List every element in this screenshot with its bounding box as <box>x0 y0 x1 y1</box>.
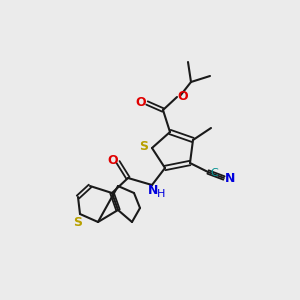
Text: H: H <box>157 189 165 199</box>
Text: N: N <box>148 184 158 197</box>
Text: C: C <box>210 168 218 178</box>
Text: O: O <box>108 154 118 166</box>
Text: S: S <box>74 215 82 229</box>
Text: S: S <box>140 140 148 154</box>
Text: N: N <box>225 172 235 185</box>
Text: O: O <box>136 97 146 110</box>
Text: O: O <box>178 89 188 103</box>
